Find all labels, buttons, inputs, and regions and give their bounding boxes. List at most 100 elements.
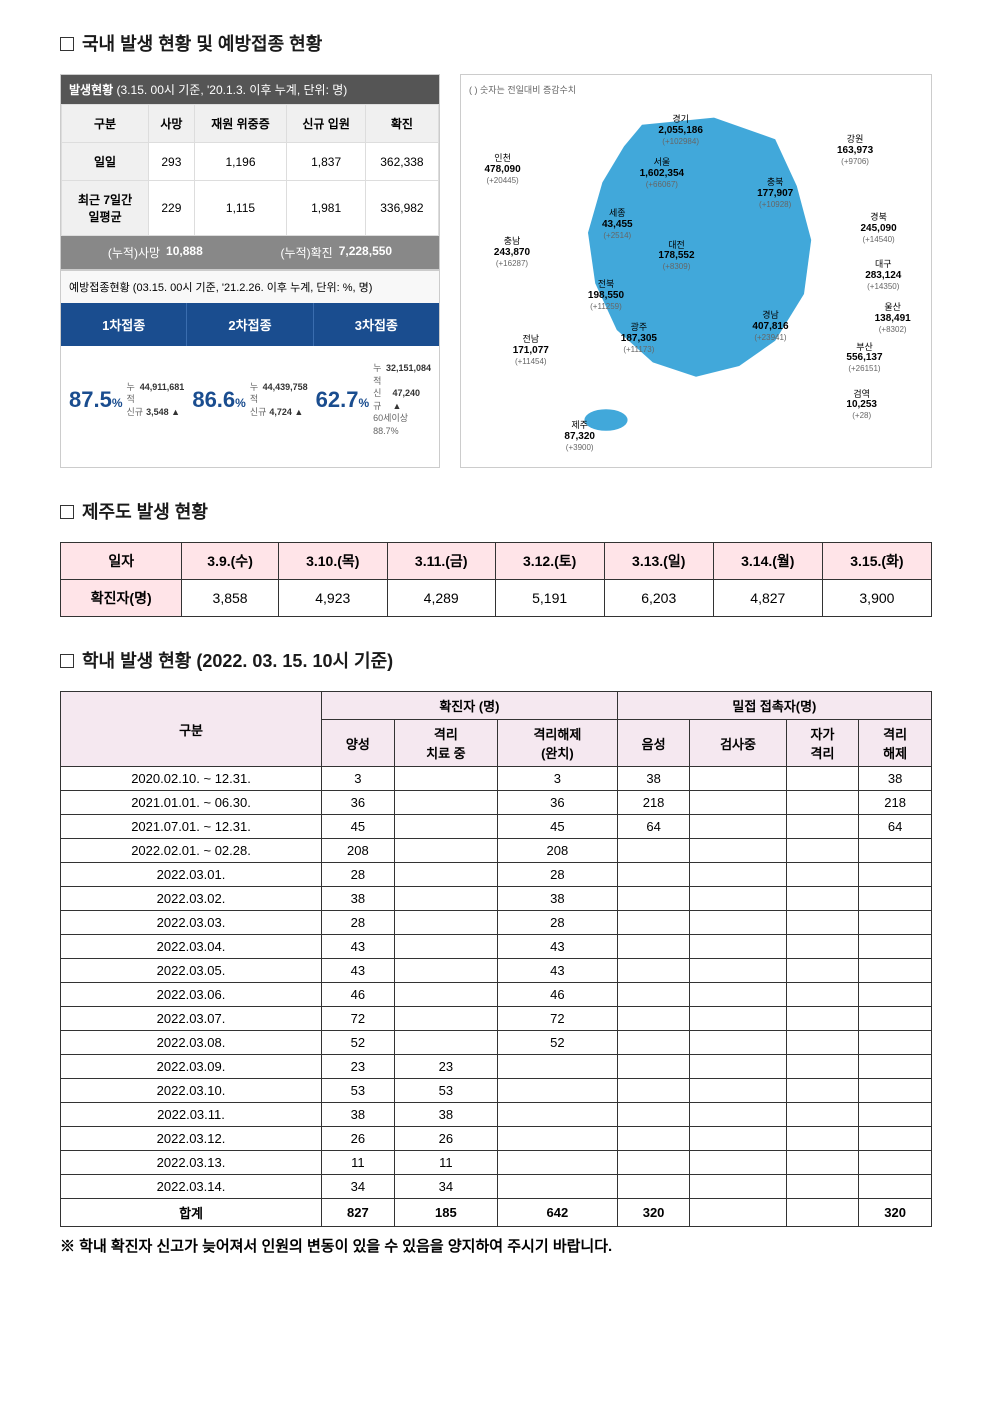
school-cell: 28 [322, 911, 395, 935]
jeju-col: 3.12.(토) [495, 543, 604, 580]
jeju-cell: 4,827 [713, 580, 822, 617]
school-cell: 26 [394, 1127, 497, 1151]
school-cell [617, 1103, 690, 1127]
school-row: 2022.03.04.4343 [61, 935, 932, 959]
school-date: 합계 [61, 1199, 322, 1227]
school-date: 2022.03.03. [61, 911, 322, 935]
jeju-cell: 3,900 [822, 580, 931, 617]
status-col: 확진 [365, 105, 438, 143]
school-row: 2022.03.11.3838 [61, 1103, 932, 1127]
jeju-col: 3.13.(일) [604, 543, 713, 580]
school-cell: 208 [322, 839, 395, 863]
school-row: 합계827185642320320 [61, 1199, 932, 1227]
map-region-label: 세종43,455(+2514) [602, 208, 633, 240]
school-cell: 34 [394, 1175, 497, 1199]
school-table: 구분 확진자 (명) 밀접 접촉자(명) 양성격리 치료 중격리해제 (완치)음… [60, 691, 932, 1227]
school-cell [786, 959, 859, 983]
school-cell [786, 791, 859, 815]
school-cell: 208 [498, 839, 618, 863]
vacc-item: 87.5%누적44,911,681신규3,548 ▲ [65, 362, 188, 438]
school-cell: 38 [498, 887, 618, 911]
map-panel: ( ) 숫자는 전일대비 증감수치 경기2,055,186(+102984)강원… [460, 74, 932, 468]
school-cell [690, 1103, 786, 1127]
school-cell [859, 839, 932, 863]
school-cell [617, 935, 690, 959]
school-cell: 38 [322, 1103, 395, 1127]
map-region-label: 제주87,320(+3900) [564, 420, 595, 452]
jeju-table: 일자3.9.(수)3.10.(목)3.11.(금)3.12.(토)3.13.(일… [60, 542, 932, 617]
school-cell [859, 911, 932, 935]
school-row: 2022.03.12.2626 [61, 1127, 932, 1151]
status-col: 재원 위중증 [194, 105, 287, 143]
vacc-tab: 2차접종 [187, 303, 313, 346]
col-category: 구분 [61, 692, 322, 767]
map-region-label: 전남171,077(+11454) [513, 334, 549, 366]
status-col: 신규 입원 [287, 105, 365, 143]
school-subcol: 검사중 [690, 720, 786, 767]
school-cell [690, 1055, 786, 1079]
jeju-cell: 3,858 [182, 580, 278, 617]
school-cell [859, 1007, 932, 1031]
jeju-cell: 6,203 [604, 580, 713, 617]
school-cell: 43 [498, 935, 618, 959]
school-date: 2022.03.04. [61, 935, 322, 959]
school-cell: 3 [498, 767, 618, 791]
school-cell [786, 1055, 859, 1079]
status-table: 구분사망재원 위중증신규 입원확진 일일2931,1961,837362,338… [61, 104, 439, 236]
school-date: 2022.03.12. [61, 1127, 322, 1151]
map-region-label: 광주187,305(+11173) [621, 322, 657, 354]
jeju-col: 3.9.(수) [182, 543, 278, 580]
vacc-tab: 1차접종 [61, 303, 187, 346]
school-cell [394, 791, 497, 815]
school-date: 2022.02.01. ~ 02.28. [61, 839, 322, 863]
school-cell: 218 [859, 791, 932, 815]
school-cell [617, 863, 690, 887]
map-region-label: 충남243,870(+16287) [494, 236, 530, 268]
school-cell [498, 1079, 618, 1103]
map-region-label: 충북177,907(+10928) [757, 177, 793, 209]
school-cell: 23 [322, 1055, 395, 1079]
school-date: 2020.02.10. ~ 12.31. [61, 767, 322, 791]
school-cell [786, 1199, 859, 1227]
school-cell [690, 1199, 786, 1227]
school-cell [690, 815, 786, 839]
school-cell [690, 863, 786, 887]
status-cell: 229 [149, 181, 195, 236]
vacc-tab: 3차접종 [314, 303, 439, 346]
school-date: 2022.03.10. [61, 1079, 322, 1103]
school-row: 2022.03.07.7272 [61, 1007, 932, 1031]
school-row: 2022.03.10.5353 [61, 1079, 932, 1103]
school-cell [617, 1151, 690, 1175]
school-cell [859, 1175, 932, 1199]
school-cell: 64 [617, 815, 690, 839]
school-cell [690, 983, 786, 1007]
status-row-label: 일일 [62, 143, 149, 181]
cumulative-item: (누적)확진 7,228,550 [281, 244, 393, 261]
school-row: 2022.03.03.2828 [61, 911, 932, 935]
school-row: 2022.03.08.5252 [61, 1031, 932, 1055]
school-row: 2022.03.06.4646 [61, 983, 932, 1007]
school-cell: 23 [394, 1055, 497, 1079]
school-subcol: 격리해제 (완치) [498, 720, 618, 767]
school-cell [394, 911, 497, 935]
jeju-row-label: 확진자(명) [61, 580, 182, 617]
school-cell: 11 [394, 1151, 497, 1175]
school-date: 2022.03.09. [61, 1055, 322, 1079]
school-cell: 72 [498, 1007, 618, 1031]
map-region-label: 울산138,491(+8302) [875, 302, 911, 334]
school-cell: 28 [498, 911, 618, 935]
school-cell [690, 1151, 786, 1175]
status-row-label: 최근 7일간 일평균 [62, 181, 149, 236]
school-date: 2021.01.01. ~ 06.30. [61, 791, 322, 815]
school-cell [786, 839, 859, 863]
map-note: ( ) 숫자는 전일대비 증감수치 [469, 83, 923, 96]
school-cell [394, 887, 497, 911]
school-date: 2022.03.06. [61, 983, 322, 1007]
status-cell: 1,981 [287, 181, 365, 236]
status-cell: 1,196 [194, 143, 287, 181]
school-row: 2022.03.05.4343 [61, 959, 932, 983]
school-cell [394, 959, 497, 983]
school-cell [786, 887, 859, 911]
school-cell [690, 839, 786, 863]
school-date: 2022.03.11. [61, 1103, 322, 1127]
